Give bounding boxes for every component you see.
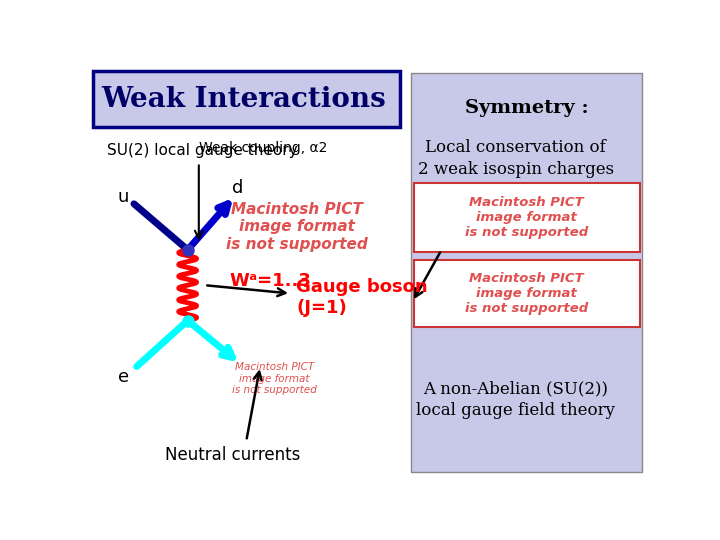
Text: d: d bbox=[232, 179, 243, 197]
Text: Weak Interactions: Weak Interactions bbox=[101, 86, 386, 113]
Text: Macintosh PICT
image format
is not supported: Macintosh PICT image format is not suppo… bbox=[232, 362, 317, 395]
Text: Weak coupling, α2: Weak coupling, α2 bbox=[199, 141, 327, 155]
Text: Macintosh PICT
image format
is not supported: Macintosh PICT image format is not suppo… bbox=[464, 197, 588, 239]
Text: u: u bbox=[118, 187, 129, 206]
Text: Neutral currents: Neutral currents bbox=[165, 446, 300, 464]
Text: Gauge boson
(J=1): Gauge boson (J=1) bbox=[297, 278, 428, 317]
FancyBboxPatch shape bbox=[413, 260, 639, 327]
FancyBboxPatch shape bbox=[93, 71, 400, 127]
Text: Macintosh PICT
image format
is not supported: Macintosh PICT image format is not suppo… bbox=[464, 272, 588, 315]
FancyBboxPatch shape bbox=[413, 183, 639, 252]
Text: Macintosh PICT
image format
is not supported: Macintosh PICT image format is not suppo… bbox=[225, 202, 367, 252]
Text: e: e bbox=[118, 368, 129, 386]
Text: SU(2) local gauge theory: SU(2) local gauge theory bbox=[107, 143, 297, 158]
Text: Local conservation of
2 weak isospin charges: Local conservation of 2 weak isospin cha… bbox=[418, 139, 614, 178]
Text: A non-Abelian (SU(2))
local gauge field theory: A non-Abelian (SU(2)) local gauge field … bbox=[416, 380, 616, 419]
FancyBboxPatch shape bbox=[411, 73, 642, 472]
Text: Wᵃ=1..3: Wᵃ=1..3 bbox=[230, 272, 311, 290]
Text: Symmetry :: Symmetry : bbox=[464, 99, 588, 118]
